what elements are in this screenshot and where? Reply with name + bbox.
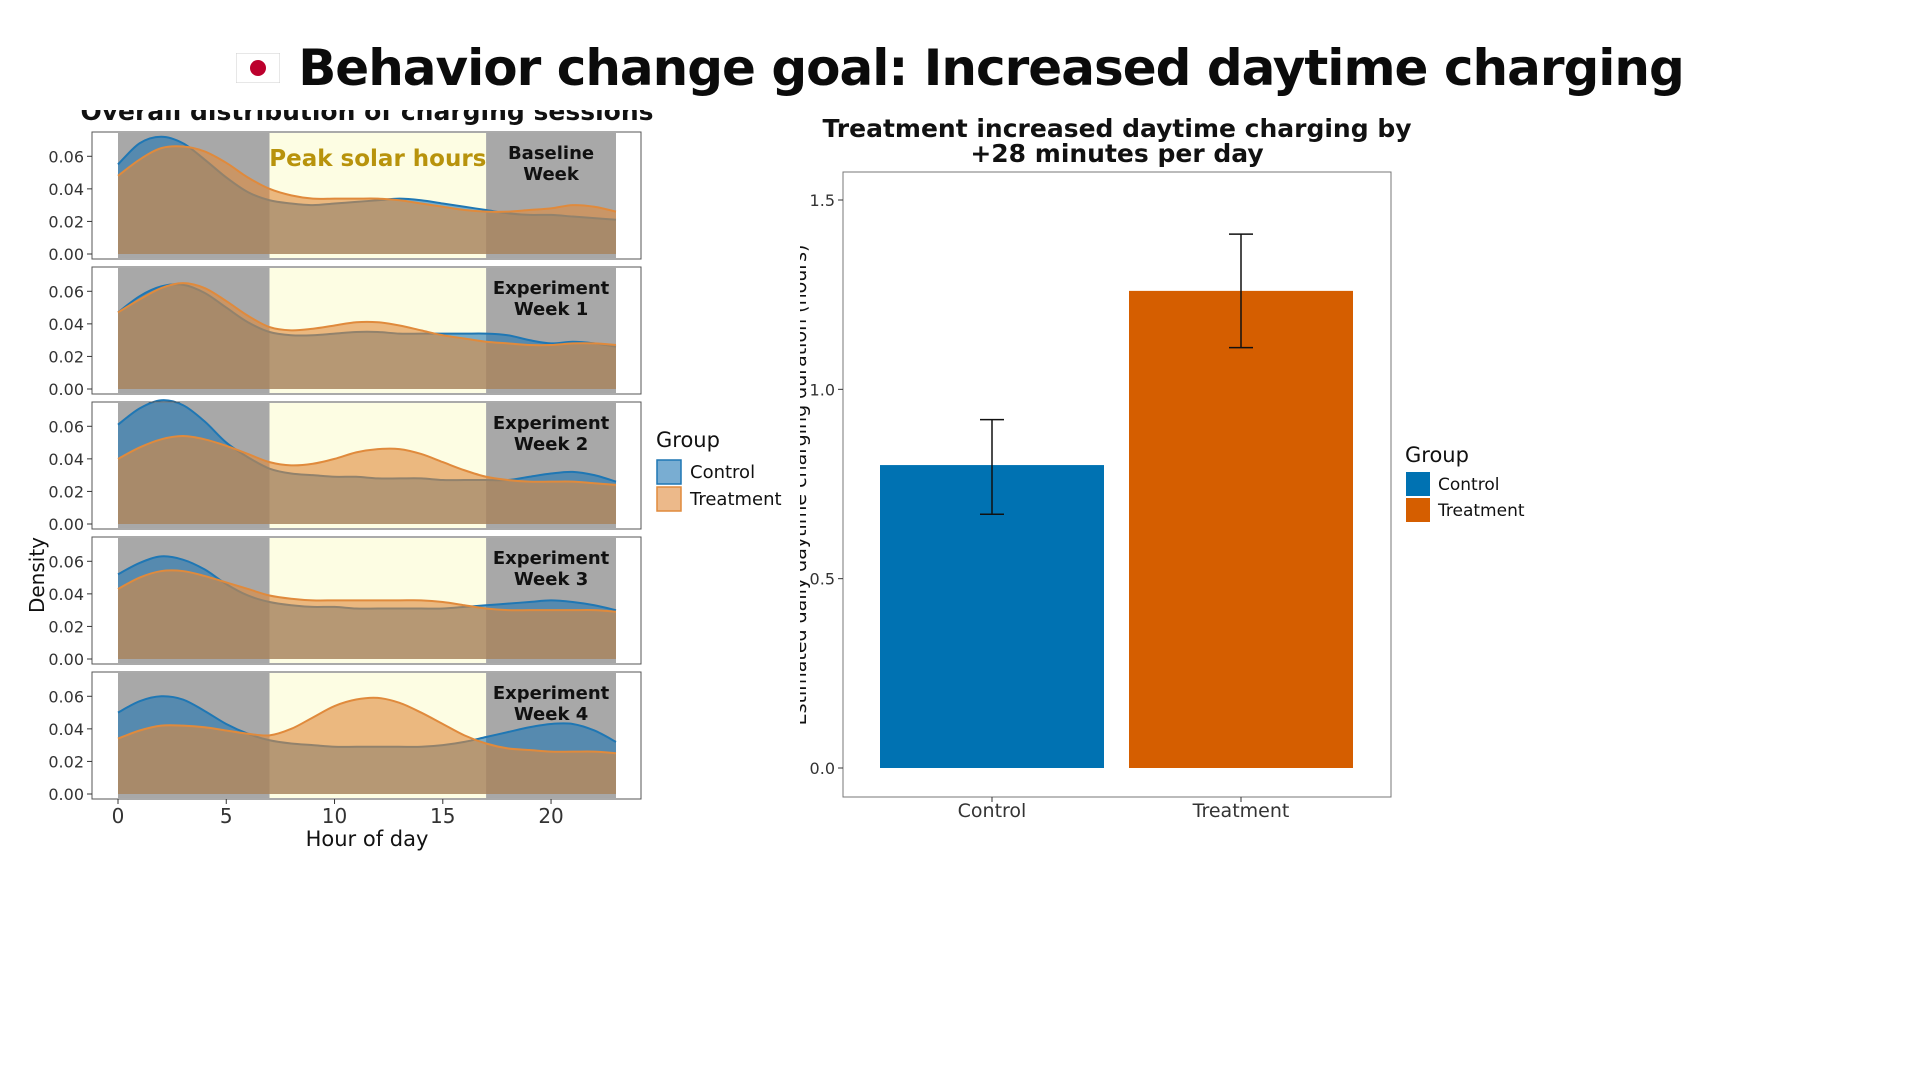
legend-label-control: Control [690,462,755,483]
bar-chart: Treatment increased daytime charging by+… [800,114,1525,822]
y-tick-label: 0.04 [48,315,84,334]
treatment-density-line [117,696,617,755]
legend-title: Group [656,428,720,452]
y-tick-label: 0.00 [48,650,84,669]
x-tick-label-control: Control [958,800,1027,822]
bar-control [880,465,1104,768]
y-tick-label: 0.02 [48,482,84,501]
bar-y-axis-title: Estimated daily daytime charging duratio… [800,245,811,726]
y-tick-label: 1.0 [810,380,835,399]
treatment-density-area [118,436,616,524]
page-title: Behavior change goal: Increased daytime … [0,28,1920,108]
x-tick-label: 0 [112,804,125,828]
y-tick-label: 0.06 [48,147,84,166]
panel-label: Week [523,164,580,185]
page-title-text: Behavior change goal: Increased daytime … [298,39,1685,97]
y-tick-label: 0.04 [48,180,84,199]
density-chart-title: Overall distribution of charging session… [80,110,653,126]
y-tick-label: 0.00 [48,515,84,534]
japan-flag-icon [236,53,281,83]
y-tick-label: 0.02 [48,212,84,231]
y-tick-label: 0.02 [48,617,84,636]
y-tick-label: 1.5 [810,191,835,210]
y-tick-label: 0.00 [48,785,84,804]
panel-label: Baseline [508,143,594,164]
x-tick-label: 15 [430,804,455,828]
panel-label: Experiment [493,548,610,569]
legend-label-treatment: Treatment [689,489,782,510]
panel-frame [91,401,642,530]
bar-legend-label-treatment: Treatment [1437,501,1525,521]
treatment-density-line [117,435,617,486]
y-tick-label: 0.04 [48,585,84,604]
x-tick-label: 5 [220,804,233,828]
density-chart: Overall distribution of charging session… [25,110,782,851]
y-tick-label: 0.0 [810,759,835,778]
panel-label: Week 2 [514,434,588,455]
treatment-density-line [117,569,617,613]
bar-legend-title: Group [1405,443,1469,467]
panel-label: Experiment [493,683,610,704]
treatment-density-area [118,570,616,659]
bar-legend-swatch-control [1406,472,1430,496]
panel-label: Experiment [493,413,610,434]
x-tick-label: 20 [538,804,563,828]
treatment-density-area [118,697,616,794]
x-tick-label-treatment: Treatment [1192,800,1290,822]
panel-frame [91,131,642,260]
panel-label: Week 4 [514,704,588,725]
treatment-density-area [118,146,616,254]
y-tick-label: 0.06 [48,552,84,571]
legend-swatch-treatment [656,486,682,512]
panel-label: Week 1 [514,299,588,320]
panel-label: Week 3 [514,569,588,590]
treatment-density-area [118,283,616,389]
solar-hours-label: Peak solar hours [269,146,486,172]
y-axis-title: Density [25,537,49,613]
y-tick-label: 0.02 [48,347,84,366]
y-tick-label: 0.04 [48,450,84,469]
y-tick-label: 0.06 [48,282,84,301]
error-bar-control [980,418,1004,516]
y-tick-label: 0.06 [48,417,84,436]
panel-frame [91,536,642,665]
y-tick-label: 0.06 [48,687,84,706]
bar-legend-swatch-treatment [1406,498,1430,522]
panel-frame [91,266,642,395]
bar-chart-area: Treatment increased daytime charging by+… [800,114,1525,822]
x-tick-label: 10 [322,804,347,828]
treatment-density-line [117,282,617,347]
y-tick-label: 0.5 [810,570,835,589]
bar-chart-title: +28 minutes per day [970,139,1263,168]
y-tick-label: 0.04 [48,720,84,739]
bar-chart-title: Treatment increased daytime charging by [822,114,1411,143]
error-bar-treatment [1229,233,1253,349]
x-axis-title: Hour of day [306,827,429,851]
y-tick-label: 0.02 [48,752,84,771]
y-tick-label: 0.00 [48,245,84,264]
panel-label: Experiment [493,278,610,299]
treatment-density-line [117,145,617,213]
panel-frame [91,671,642,800]
y-tick-label: 0.00 [48,380,84,399]
legend-swatch-control [656,459,682,485]
bar-legend-label-control: Control [1438,475,1499,495]
bar-treatment [1129,290,1353,768]
